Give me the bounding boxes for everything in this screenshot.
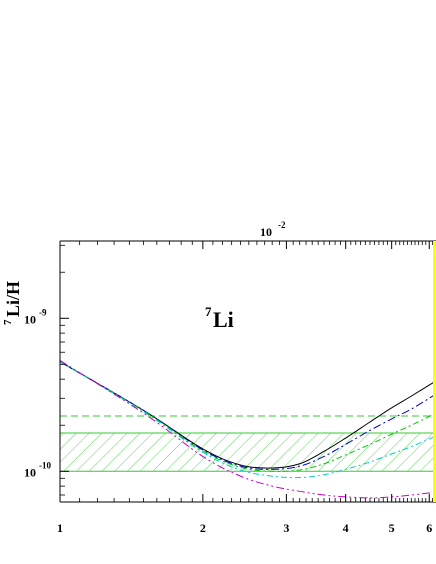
panel-label: Li	[213, 307, 234, 332]
x-tick-label: 5	[389, 521, 395, 535]
series-line-4	[60, 361, 436, 479]
x-tick-label: 1	[57, 521, 63, 535]
hatched-band	[60, 432, 436, 472]
y-axis-label-text: Li/H	[3, 281, 23, 317]
series-layer	[60, 360, 436, 499]
observational-bands	[60, 415, 436, 472]
top-axis-label: 10	[260, 225, 272, 239]
x-tick-label: 2	[200, 521, 206, 535]
x-tick-label: 3	[283, 521, 289, 535]
y-tick-label: 10	[24, 312, 36, 326]
series-line-3	[60, 361, 436, 472]
top-axis-label-exponent: -2	[278, 220, 286, 230]
series-line-5	[60, 360, 436, 499]
series-line-2	[60, 361, 436, 470]
x-tick-label: 4	[343, 521, 349, 535]
y-axis-label: 7 Li/H	[2, 281, 23, 325]
y-tick-label-exponent: -9	[39, 307, 47, 317]
panel-label-sup: 7	[205, 304, 212, 319]
series-line-1	[60, 361, 436, 469]
y-tick-label-exponent: -10	[39, 460, 51, 470]
axis-ticks	[59, 241, 436, 502]
y-axis-label-sup: 7	[2, 319, 14, 325]
top-axis-label-base: 10	[260, 225, 272, 239]
y-tick-label: 10	[24, 465, 36, 479]
x-tick-label: 6	[426, 521, 432, 535]
